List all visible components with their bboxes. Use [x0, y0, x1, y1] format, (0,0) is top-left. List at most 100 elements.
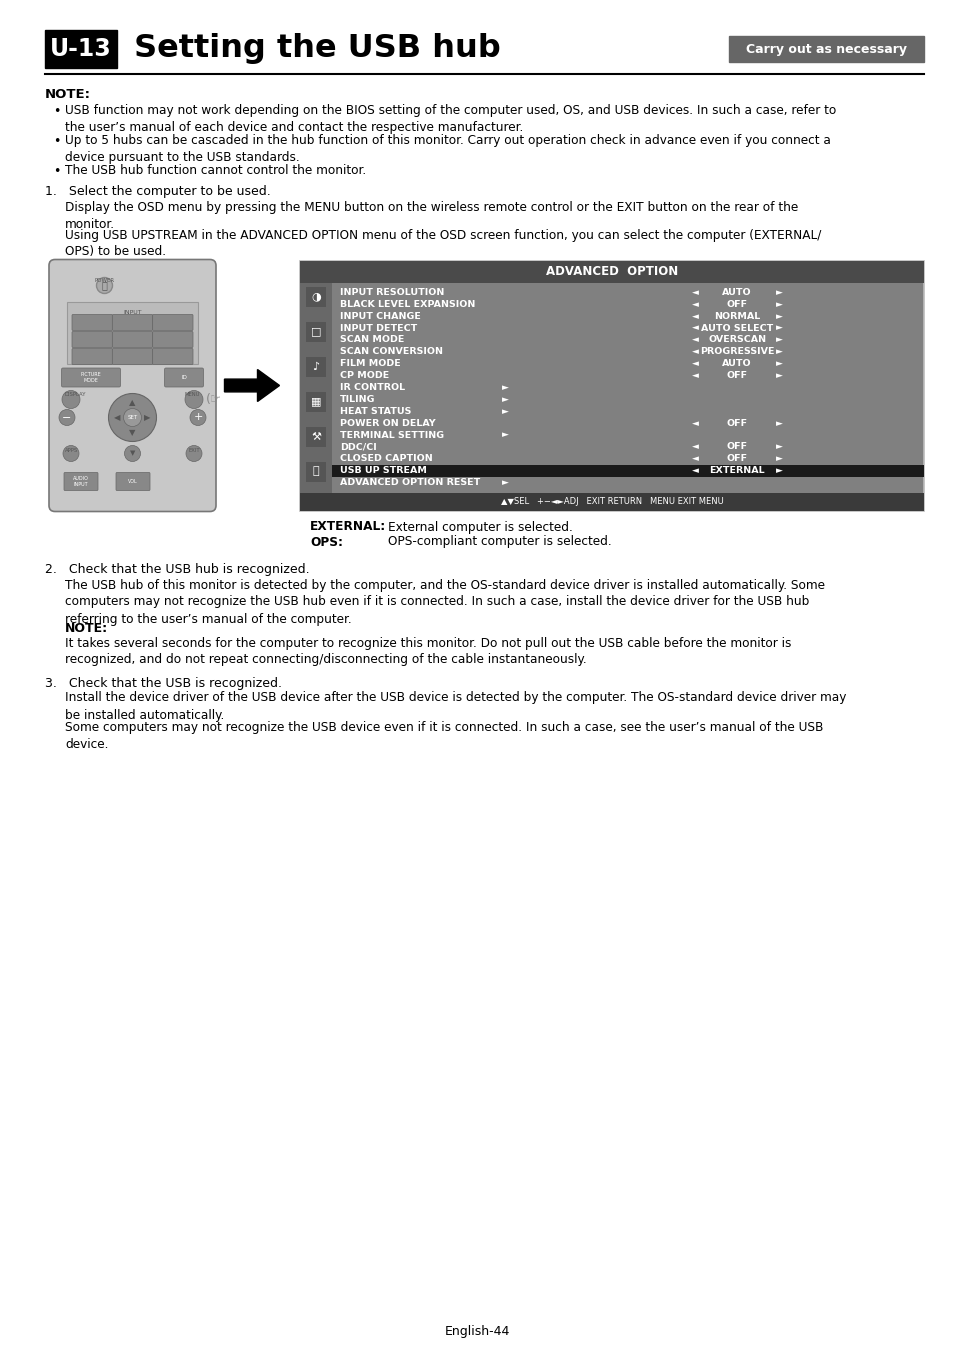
Text: ►: ►	[501, 396, 508, 404]
Text: OPS:: OPS:	[310, 536, 343, 548]
FancyBboxPatch shape	[152, 315, 193, 331]
FancyBboxPatch shape	[71, 332, 112, 347]
Text: OVERSCAN: OVERSCAN	[707, 335, 765, 344]
Text: NOTE:: NOTE:	[45, 88, 91, 101]
Text: ►: ►	[775, 371, 781, 381]
Text: ♪: ♪	[313, 362, 319, 371]
Text: •: •	[53, 105, 60, 117]
Text: ◄: ◄	[691, 371, 698, 381]
Bar	[299, 261, 923, 282]
Text: ►: ►	[775, 300, 781, 309]
Text: APPS: APPS	[65, 448, 78, 454]
Text: USB function may not work depending on the BIOS setting of the computer used, OS: USB function may not work depending on t…	[65, 104, 836, 134]
Circle shape	[123, 409, 141, 427]
Text: Using USB UPSTREAM in the ADVANCED OPTION menu of the OSD screen function, you c: Using USB UPSTREAM in the ADVANCED OPTIO…	[65, 228, 821, 258]
Text: (☞: (☞	[206, 393, 222, 406]
Bar	[299, 493, 923, 510]
Text: DISPLAY: DISPLAY	[65, 392, 87, 397]
Bar	[306, 427, 326, 447]
Text: ◄: ◄	[691, 300, 698, 309]
Text: It takes several seconds for the computer to recognize this monitor. Do not pull: It takes several seconds for the compute…	[65, 636, 791, 667]
Text: INPUT CHANGE: INPUT CHANGE	[339, 312, 420, 321]
Text: OFF: OFF	[726, 300, 747, 309]
Circle shape	[59, 409, 75, 425]
Text: Some computers may not recognize the USB device even if it is connected. In such: Some computers may not recognize the USB…	[65, 721, 822, 752]
Text: The USB hub function cannot control the monitor.: The USB hub function cannot control the …	[65, 163, 366, 177]
Text: 2.   Check that the USB hub is recognized.: 2. Check that the USB hub is recognized.	[45, 563, 310, 576]
Text: ▲: ▲	[129, 398, 135, 406]
Text: SCAN MODE: SCAN MODE	[339, 335, 404, 344]
Text: ◄: ◄	[691, 455, 698, 463]
Text: ►: ►	[501, 478, 508, 487]
FancyBboxPatch shape	[49, 259, 215, 512]
Text: EXTERNAL:: EXTERNAL:	[310, 521, 386, 533]
Text: ◄: ◄	[691, 418, 698, 428]
Bar	[299, 261, 923, 510]
Text: ▶: ▶	[144, 413, 151, 423]
Bar	[728, 36, 923, 62]
Text: □: □	[311, 327, 321, 336]
Circle shape	[186, 446, 202, 462]
Bar	[306, 462, 326, 482]
Text: ◑: ◑	[311, 292, 320, 301]
Text: ▲▼SEL   +−◄►ADJ   EXIT RETURN   MENU EXIT MENU: ▲▼SEL +−◄►ADJ EXIT RETURN MENU EXIT MENU	[500, 497, 722, 506]
Text: ▼: ▼	[129, 428, 135, 437]
FancyBboxPatch shape	[152, 332, 193, 347]
Text: ADVANCED  OPTION: ADVANCED OPTION	[545, 265, 678, 278]
FancyBboxPatch shape	[112, 332, 152, 347]
Text: AUTO SELECT: AUTO SELECT	[700, 324, 773, 332]
Text: EXTERNAL: EXTERNAL	[709, 466, 764, 475]
Text: +: +	[193, 413, 202, 423]
FancyBboxPatch shape	[112, 348, 152, 364]
Text: U-13: U-13	[51, 36, 112, 61]
Text: ►: ►	[775, 324, 781, 332]
Text: ►: ►	[775, 418, 781, 428]
Text: INPUT: INPUT	[123, 309, 142, 315]
Text: POWER ON DELAY: POWER ON DELAY	[339, 418, 436, 428]
Text: OFF: OFF	[726, 371, 747, 381]
Text: •: •	[53, 135, 60, 148]
FancyBboxPatch shape	[71, 315, 112, 331]
Text: CLOSED CAPTION: CLOSED CAPTION	[339, 455, 433, 463]
Text: ►: ►	[775, 335, 781, 344]
Text: OPS-compliant computer is selected.: OPS-compliant computer is selected.	[388, 536, 611, 548]
Text: ◄: ◄	[691, 443, 698, 451]
FancyArrow shape	[224, 370, 279, 401]
Text: CP MODE: CP MODE	[339, 371, 389, 381]
Circle shape	[96, 278, 112, 293]
Text: BLACK LEVEL EXPANSION: BLACK LEVEL EXPANSION	[339, 300, 475, 309]
Text: SCAN CONVERSION: SCAN CONVERSION	[339, 347, 442, 356]
Text: SET: SET	[128, 414, 137, 420]
Text: ▦: ▦	[311, 397, 321, 406]
Text: NOTE:: NOTE:	[65, 622, 108, 636]
Text: ►: ►	[501, 406, 508, 416]
Text: English-44: English-44	[444, 1324, 509, 1338]
Text: DDC/CI: DDC/CI	[339, 443, 376, 451]
Text: ►: ►	[775, 347, 781, 356]
Bar	[332, 464, 923, 477]
Text: IR CONTROL: IR CONTROL	[339, 383, 405, 392]
Text: The USB hub of this monitor is detected by the computer, and the OS-standard dev: The USB hub of this monitor is detected …	[65, 579, 824, 625]
Text: TILING: TILING	[339, 396, 375, 404]
Text: ◄: ◄	[691, 312, 698, 321]
Text: External computer is selected.: External computer is selected.	[388, 521, 572, 533]
Text: ►: ►	[775, 455, 781, 463]
Bar	[306, 286, 326, 306]
Text: ►: ►	[775, 359, 781, 369]
Text: TERMINAL SETTING: TERMINAL SETTING	[339, 431, 444, 440]
Text: ❓: ❓	[313, 467, 319, 477]
Text: ⏻: ⏻	[101, 281, 108, 290]
Text: OFF: OFF	[726, 455, 747, 463]
Text: INPUT RESOLUTION: INPUT RESOLUTION	[339, 288, 444, 297]
Circle shape	[63, 446, 79, 462]
Bar	[299, 282, 332, 493]
Text: ►: ►	[501, 431, 508, 440]
Text: ID: ID	[181, 375, 187, 379]
Text: ►: ►	[775, 443, 781, 451]
Text: ►: ►	[775, 312, 781, 321]
Text: Setting the USB hub: Setting the USB hub	[123, 34, 500, 65]
Text: Display the OSD menu by pressing the MENU button on the wireless remote control : Display the OSD menu by pressing the MEN…	[65, 201, 798, 231]
FancyBboxPatch shape	[61, 369, 120, 387]
Text: INPUT DETECT: INPUT DETECT	[339, 324, 416, 332]
Circle shape	[62, 390, 80, 409]
